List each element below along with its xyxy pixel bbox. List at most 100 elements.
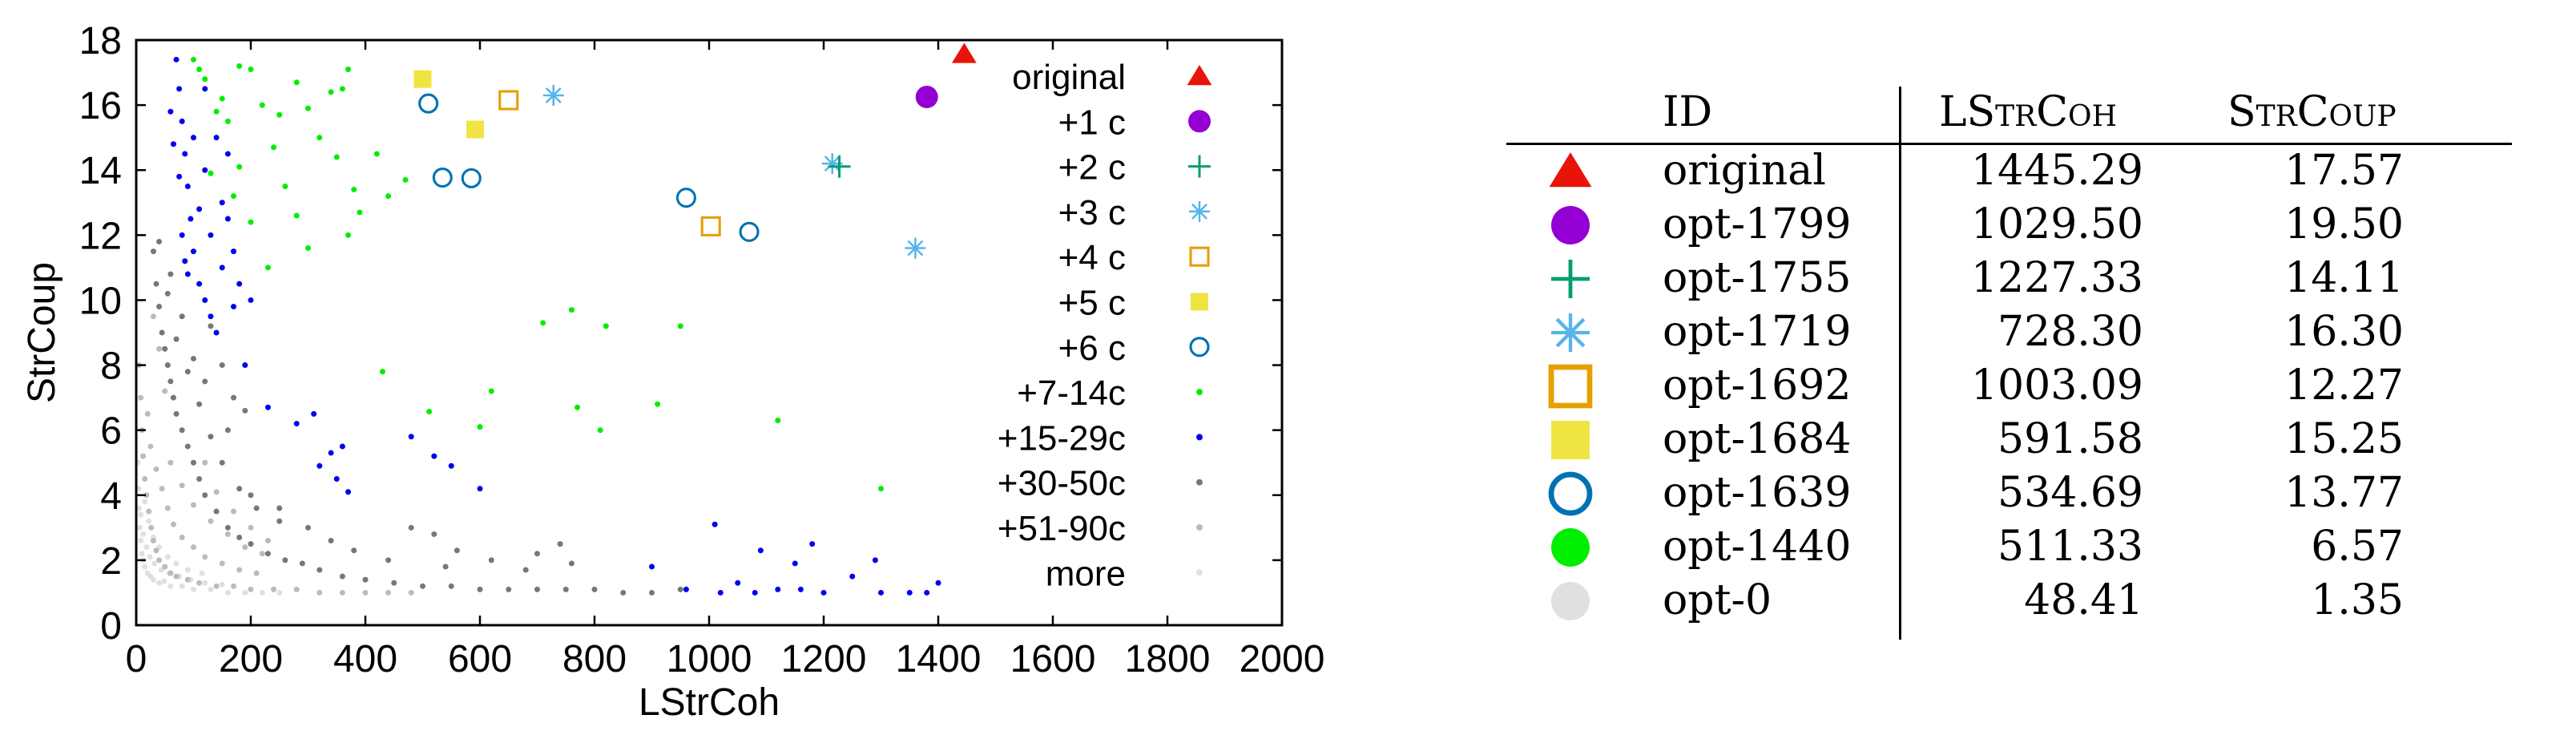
data-point xyxy=(413,70,432,88)
data-point xyxy=(506,586,512,592)
data-point xyxy=(173,560,179,567)
cell-lstrcoh: 728.30 xyxy=(1998,308,2143,356)
scatter-chart: 0 200 400 600 800 1000 1200 1400 1600 1800 2000 0 2 4… xyxy=(21,20,1324,724)
data-point xyxy=(299,560,305,567)
data-point xyxy=(362,576,369,583)
data-point xyxy=(143,492,150,499)
data-point xyxy=(574,404,581,410)
x-tick-label: 1600 xyxy=(1010,638,1096,680)
cell-id: opt-1440 xyxy=(1663,523,1852,571)
data-point xyxy=(540,320,546,326)
data-point xyxy=(739,221,760,242)
data-point xyxy=(144,410,151,417)
data-point xyxy=(184,443,191,450)
data-point xyxy=(775,586,781,592)
table-row: opt-1692 1003.09 12.27 xyxy=(1506,359,2512,413)
data-point xyxy=(603,323,609,329)
data-point xyxy=(242,362,248,369)
data-point xyxy=(182,151,188,157)
legend-marker xyxy=(1191,293,1208,311)
data-point xyxy=(164,290,171,297)
legend-label: +30-50c xyxy=(998,464,1126,503)
cell-strcoup: 19.50 xyxy=(2284,200,2404,248)
legend-label: +6 c xyxy=(1058,329,1126,368)
data-point xyxy=(915,85,938,108)
data-point xyxy=(345,67,352,72)
data-point xyxy=(191,502,196,508)
row-marker xyxy=(1551,313,1590,352)
data-point xyxy=(448,462,454,469)
data-point xyxy=(231,248,237,255)
data-point xyxy=(167,108,174,115)
y-tick-label: 16 xyxy=(79,85,122,127)
data-point xyxy=(442,563,449,570)
data-point xyxy=(248,297,254,303)
cell-id: opt-1719 xyxy=(1663,308,1852,356)
data-point xyxy=(161,578,167,584)
data-point xyxy=(305,105,311,111)
data-point xyxy=(173,410,179,417)
data-point xyxy=(351,187,357,193)
data-point xyxy=(757,547,764,554)
data-point xyxy=(179,427,185,434)
data-point xyxy=(809,541,816,547)
row-marker xyxy=(1551,582,1590,620)
data-point xyxy=(282,184,288,189)
header-lstrcoh: LStrCoh xyxy=(1939,88,2117,136)
series--4-c xyxy=(498,90,721,236)
data-point xyxy=(153,547,159,554)
data-point xyxy=(683,586,689,592)
data-point xyxy=(259,102,265,108)
data-point xyxy=(153,281,159,287)
y-tick-label: 0 xyxy=(100,605,122,648)
data-point xyxy=(184,369,191,375)
data-point xyxy=(293,586,300,592)
data-point xyxy=(820,589,827,596)
legend-marker xyxy=(1196,479,1203,486)
data-point xyxy=(219,362,225,369)
data-point xyxy=(477,424,483,430)
data-point xyxy=(259,551,265,557)
data-point xyxy=(717,589,724,596)
y-tick-label: 12 xyxy=(79,215,122,257)
data-point xyxy=(248,586,254,592)
legend-label: +3 c xyxy=(1058,193,1126,232)
data-point xyxy=(213,108,220,115)
data-point xyxy=(872,557,878,563)
data-point xyxy=(849,573,856,580)
data-point xyxy=(534,586,540,592)
table-row: opt-1799 1029.50 19.50 xyxy=(1506,198,2512,252)
data-point xyxy=(328,538,334,544)
data-point xyxy=(316,135,323,141)
data-point xyxy=(179,313,185,320)
data-point xyxy=(156,238,163,244)
table-row: original 1445.29 17.57 xyxy=(1506,144,2512,198)
header-id: ID xyxy=(1663,88,1713,136)
series-more xyxy=(135,459,283,596)
data-point xyxy=(162,388,168,394)
data-point xyxy=(208,313,214,320)
legend-label: +2 c xyxy=(1058,148,1126,188)
data-point xyxy=(259,589,265,596)
x-axis-label: LStrCoh xyxy=(639,681,780,724)
data-point xyxy=(562,586,569,592)
data-point xyxy=(156,557,163,563)
data-point xyxy=(253,570,260,576)
cell-lstrcoh: 1029.50 xyxy=(1970,200,2143,248)
data-point xyxy=(139,551,145,557)
data-point xyxy=(402,176,409,183)
row-marker xyxy=(1551,260,1590,298)
x-tick-label: 800 xyxy=(562,638,627,680)
legend-marker xyxy=(1196,389,1203,396)
cell-lstrcoh: 534.69 xyxy=(1998,469,2143,517)
cell-strcoup: 6.57 xyxy=(2311,523,2404,571)
data-point xyxy=(179,583,185,589)
data-point xyxy=(498,90,519,111)
data-point xyxy=(242,407,248,414)
data-point xyxy=(379,369,385,375)
series--30-50c xyxy=(150,238,683,596)
data-point xyxy=(184,576,191,583)
series--6-c xyxy=(418,93,760,242)
data-point xyxy=(224,427,231,434)
data-point xyxy=(333,476,340,482)
